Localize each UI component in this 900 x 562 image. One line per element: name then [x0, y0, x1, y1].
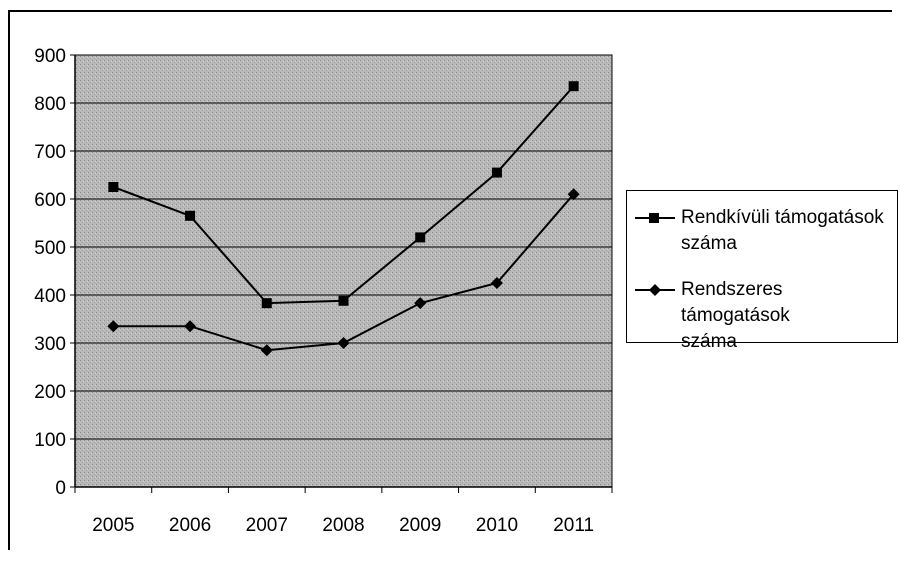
- y-tick-label: 300: [34, 334, 66, 355]
- legend-label-rendszeres-line2: száma: [681, 331, 737, 352]
- data-point-diamond: [260, 344, 273, 357]
- legend-label-rendkivuli-line2: száma: [681, 233, 737, 254]
- y-tick-label: 700: [34, 142, 66, 163]
- x-tick-label: 2006: [169, 515, 211, 536]
- legend-marker-square-icon: [635, 213, 675, 223]
- y-tick-label: 0: [55, 478, 66, 499]
- data-point-square: [261, 298, 272, 309]
- legend-label-rendszeres-line1: Rendszeres támogatások: [681, 279, 790, 326]
- y-tick-label: 400: [34, 286, 66, 307]
- data-point-square: [338, 295, 349, 306]
- data-point-diamond: [107, 320, 120, 333]
- y-tick-label: 200: [34, 382, 66, 403]
- data-point-square: [568, 81, 579, 92]
- x-tick-label: 2010: [476, 515, 518, 536]
- data-point-square: [415, 232, 426, 243]
- legend-marker-diamond-icon: [635, 284, 675, 296]
- legend-label-rendkivuli-line1: Rendkívüli támogatások: [681, 207, 884, 228]
- y-tick-label: 100: [34, 430, 66, 451]
- x-tick-label: 2008: [322, 515, 364, 536]
- x-tick-label: 2009: [399, 515, 441, 536]
- y-tick-label: 900: [34, 46, 66, 67]
- data-point-square: [108, 182, 119, 192]
- y-tick-label: 800: [34, 94, 66, 115]
- x-tick-label: 2011: [553, 515, 594, 536]
- data-point-square: [491, 167, 502, 178]
- plot-area: [74, 54, 613, 488]
- y-tick-label: 600: [34, 190, 66, 211]
- chart-frame: [8, 10, 892, 550]
- legend: Rendkívüli támogatások száma Rendszeres …: [626, 190, 898, 352]
- data-point-diamond: [337, 337, 350, 349]
- data-point-diamond: [184, 320, 197, 333]
- data-point-diamond: [414, 297, 427, 310]
- x-tick-label: 2005: [92, 515, 134, 536]
- data-point-diamond: [567, 188, 580, 201]
- x-tick-label: 2007: [246, 515, 288, 536]
- data-point-square: [185, 210, 196, 221]
- data-point-diamond: [490, 277, 503, 289]
- y-tick-label: 500: [34, 238, 66, 259]
